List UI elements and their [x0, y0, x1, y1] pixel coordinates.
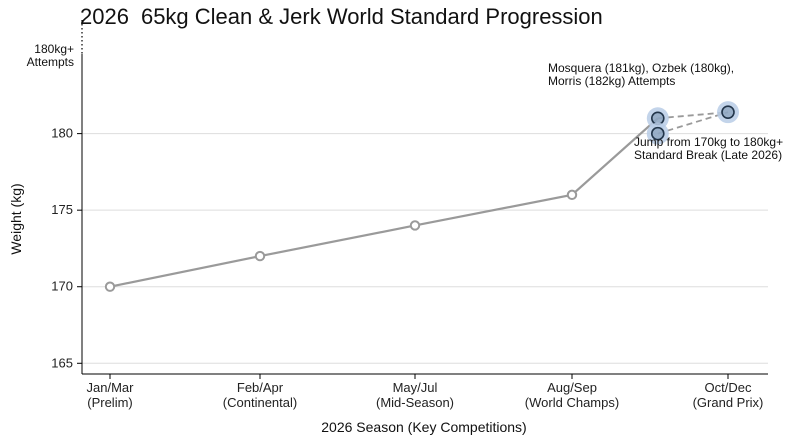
y-axis-label: Weight (kg) [8, 183, 24, 254]
x-tick-label: May/Jul [393, 380, 438, 395]
chart-title-text: 65kg Clean & Jerk World Standard Progres… [140, 4, 603, 29]
attempts-annotation: Mosquera (181kg), Ozbek (180kg), [548, 61, 734, 75]
x-tick-label: (Continental) [223, 395, 297, 410]
data-point [566, 189, 578, 201]
attempt-halo [646, 107, 669, 130]
y-tick-label: 175 [51, 202, 73, 217]
jump-annotation: Jump from 170kg to 180kg+ [634, 135, 783, 149]
axes [81, 20, 768, 375]
data-point [409, 220, 421, 231]
attempt-halo [717, 101, 739, 124]
attempt-connector [657, 111, 729, 135]
series-points [104, 101, 739, 292]
jump-annotation: Standard Break (Late 2026) [634, 148, 782, 162]
attempt-connector [657, 111, 729, 120]
chart-title-year: 2026 [80, 4, 129, 29]
data-point [254, 250, 266, 262]
x-tick-label: (Prelim) [87, 395, 133, 410]
x-tick-label: Feb/Apr [237, 380, 284, 395]
data-point [104, 281, 116, 292]
x-tick-label: (Grand Prix) [693, 395, 764, 410]
x-tick-label: Oct/Dec [705, 380, 752, 395]
gridlines [82, 133, 768, 364]
attempt-point [650, 111, 665, 126]
top-marker-label: 180kg+ [34, 42, 74, 56]
annotations: Mosquera (181kg), Ozbek (180kg),Morris (… [548, 61, 783, 162]
attempts-annotation: Morris (182kg) Attempts [548, 74, 675, 88]
series-line [109, 117, 659, 288]
y-tick-label: 170 [51, 279, 73, 294]
x-axis-label: 2026 Season (Key Competitions) [321, 419, 526, 435]
x-ticks: Jan/Mar(Prelim) Feb/Apr(Continental) May/J… [87, 374, 764, 410]
x-tick-label: (Mid-Season) [376, 395, 454, 410]
top-marker-label: Attempts [27, 55, 74, 69]
y-ticks: 165 170 175 180 180kg+Attempts [27, 42, 82, 370]
x-tick-label: Aug/Sep [547, 380, 597, 395]
attempt-point [721, 105, 735, 119]
attempt-point [650, 126, 665, 141]
y-tick-label: 165 [51, 355, 73, 370]
x-tick-label: Jan/Mar [87, 380, 135, 395]
x-tick-label: (World Champs) [525, 395, 619, 410]
attempt-halo [646, 122, 669, 145]
y-tick-label: 180 [51, 126, 73, 141]
chart-title: 2026 65kg Clean & Jerk World Standard Pro… [80, 4, 603, 30]
